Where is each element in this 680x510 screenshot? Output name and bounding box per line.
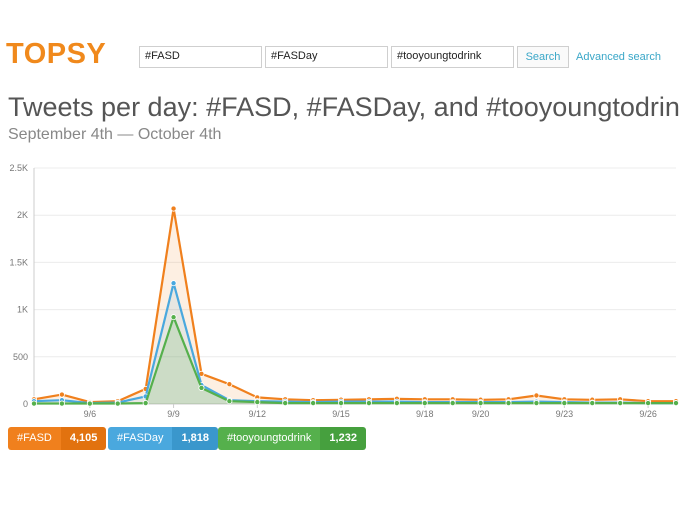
data-point-tooyoungtodrink	[449, 400, 456, 407]
data-point-tooyoungtodrink	[198, 384, 205, 391]
data-point-tooyoungtodrink	[617, 400, 624, 407]
data-point-tooyoungtodrink	[673, 400, 680, 407]
data-point-tooyoungtodrink	[533, 400, 540, 407]
y-tick-label: 0	[23, 399, 28, 409]
series-area-tooyoungtodrink	[34, 317, 676, 404]
x-tick-label: 9/9	[167, 409, 180, 419]
data-point-fasd	[170, 205, 177, 212]
data-point-tooyoungtodrink	[338, 400, 345, 407]
page-subtitle: September 4th — October 4th	[8, 126, 222, 143]
data-point-fasd	[533, 392, 540, 399]
x-tick-label: 9/15	[332, 409, 350, 419]
series-line-fasday	[33, 282, 676, 405]
page-title: Tweets per day: #FASD, #FASDay, and #too…	[8, 92, 680, 122]
data-point-tooyoungtodrink	[505, 400, 512, 407]
data-point-tooyoungtodrink	[421, 400, 428, 407]
legend-item-fasd[interactable]: #FASD 4,105	[8, 427, 107, 450]
search-input-fasday[interactable]: #FASDay	[265, 46, 388, 68]
x-tick-label: 9/23	[556, 409, 574, 419]
data-point-tooyoungtodrink	[393, 400, 400, 407]
data-point-tooyoungtodrink	[226, 398, 233, 405]
advanced-search-link[interactable]: Advanced search	[576, 51, 661, 63]
legend-item-tooyoungtodrink[interactable]: #tooyoungtodrink 1,232	[218, 427, 366, 450]
data-point-tooyoungtodrink	[170, 314, 177, 321]
legend-fasd-label: #FASD	[8, 427, 61, 450]
data-point-tooyoungtodrink	[282, 400, 289, 407]
legend-fasd-count: 4,105	[60, 427, 107, 450]
y-tick-label: 500	[13, 352, 28, 362]
search-button[interactable]: Search	[517, 46, 569, 68]
series-line-fasd	[33, 207, 676, 404]
data-point-fasday	[170, 280, 177, 287]
tweets-line-chart: 0 500 1K 1.5K 2K 2.5K 9/6 9/9 9/12 9/15 9/18 9/20 9/…	[9, 163, 680, 419]
legend-fasday-label: #FASDay	[108, 427, 173, 450]
y-tick-label: 2K	[17, 210, 28, 220]
y-tick-label: 2.5K	[9, 163, 28, 173]
data-point-fasd	[226, 381, 233, 388]
data-point-tooyoungtodrink	[561, 400, 568, 407]
data-point-tooyoungtodrink	[645, 400, 652, 407]
y-tick-label: 1K	[17, 305, 28, 315]
data-point-tooyoungtodrink	[477, 400, 484, 407]
data-point-tooyoungtodrink	[142, 400, 149, 407]
data-point-fasd	[58, 391, 65, 398]
legend-item-fasday[interactable]: #FASDay 1,818	[108, 427, 218, 450]
data-point-tooyoungtodrink	[114, 400, 121, 407]
data-point-tooyoungtodrink	[30, 400, 37, 407]
x-tick-label: 9/20	[472, 409, 490, 419]
legend-fasday-count: 1,818	[172, 427, 218, 450]
data-point-tooyoungtodrink	[589, 400, 596, 407]
x-tick-label: 9/6	[84, 409, 97, 419]
topsy-logo[interactable]: TOPSY	[6, 38, 107, 70]
legend-tooyoungtodrink-count: 1,232	[320, 427, 366, 450]
x-tick-label: 9/18	[416, 409, 434, 419]
series-area-fasd	[34, 208, 676, 404]
y-tick-label: 1.5K	[9, 257, 28, 267]
series-line-tooyoungtodrink	[34, 316, 676, 405]
search-input-fasd[interactable]: #FASD	[139, 46, 262, 68]
x-tick-label: 9/26	[639, 409, 657, 419]
x-tick-label: 9/12	[249, 409, 267, 419]
data-point-tooyoungtodrink	[310, 400, 317, 407]
series-area-fasday	[34, 283, 676, 404]
data-point-tooyoungtodrink	[86, 400, 93, 407]
data-point-tooyoungtodrink	[58, 400, 65, 407]
data-point-tooyoungtodrink	[365, 400, 372, 407]
data-point-tooyoungtodrink	[254, 399, 261, 406]
legend-tooyoungtodrink-label: #tooyoungtodrink	[218, 427, 321, 450]
search-input-tooyoungtodrink[interactable]: #tooyoungtodrink	[391, 46, 514, 68]
